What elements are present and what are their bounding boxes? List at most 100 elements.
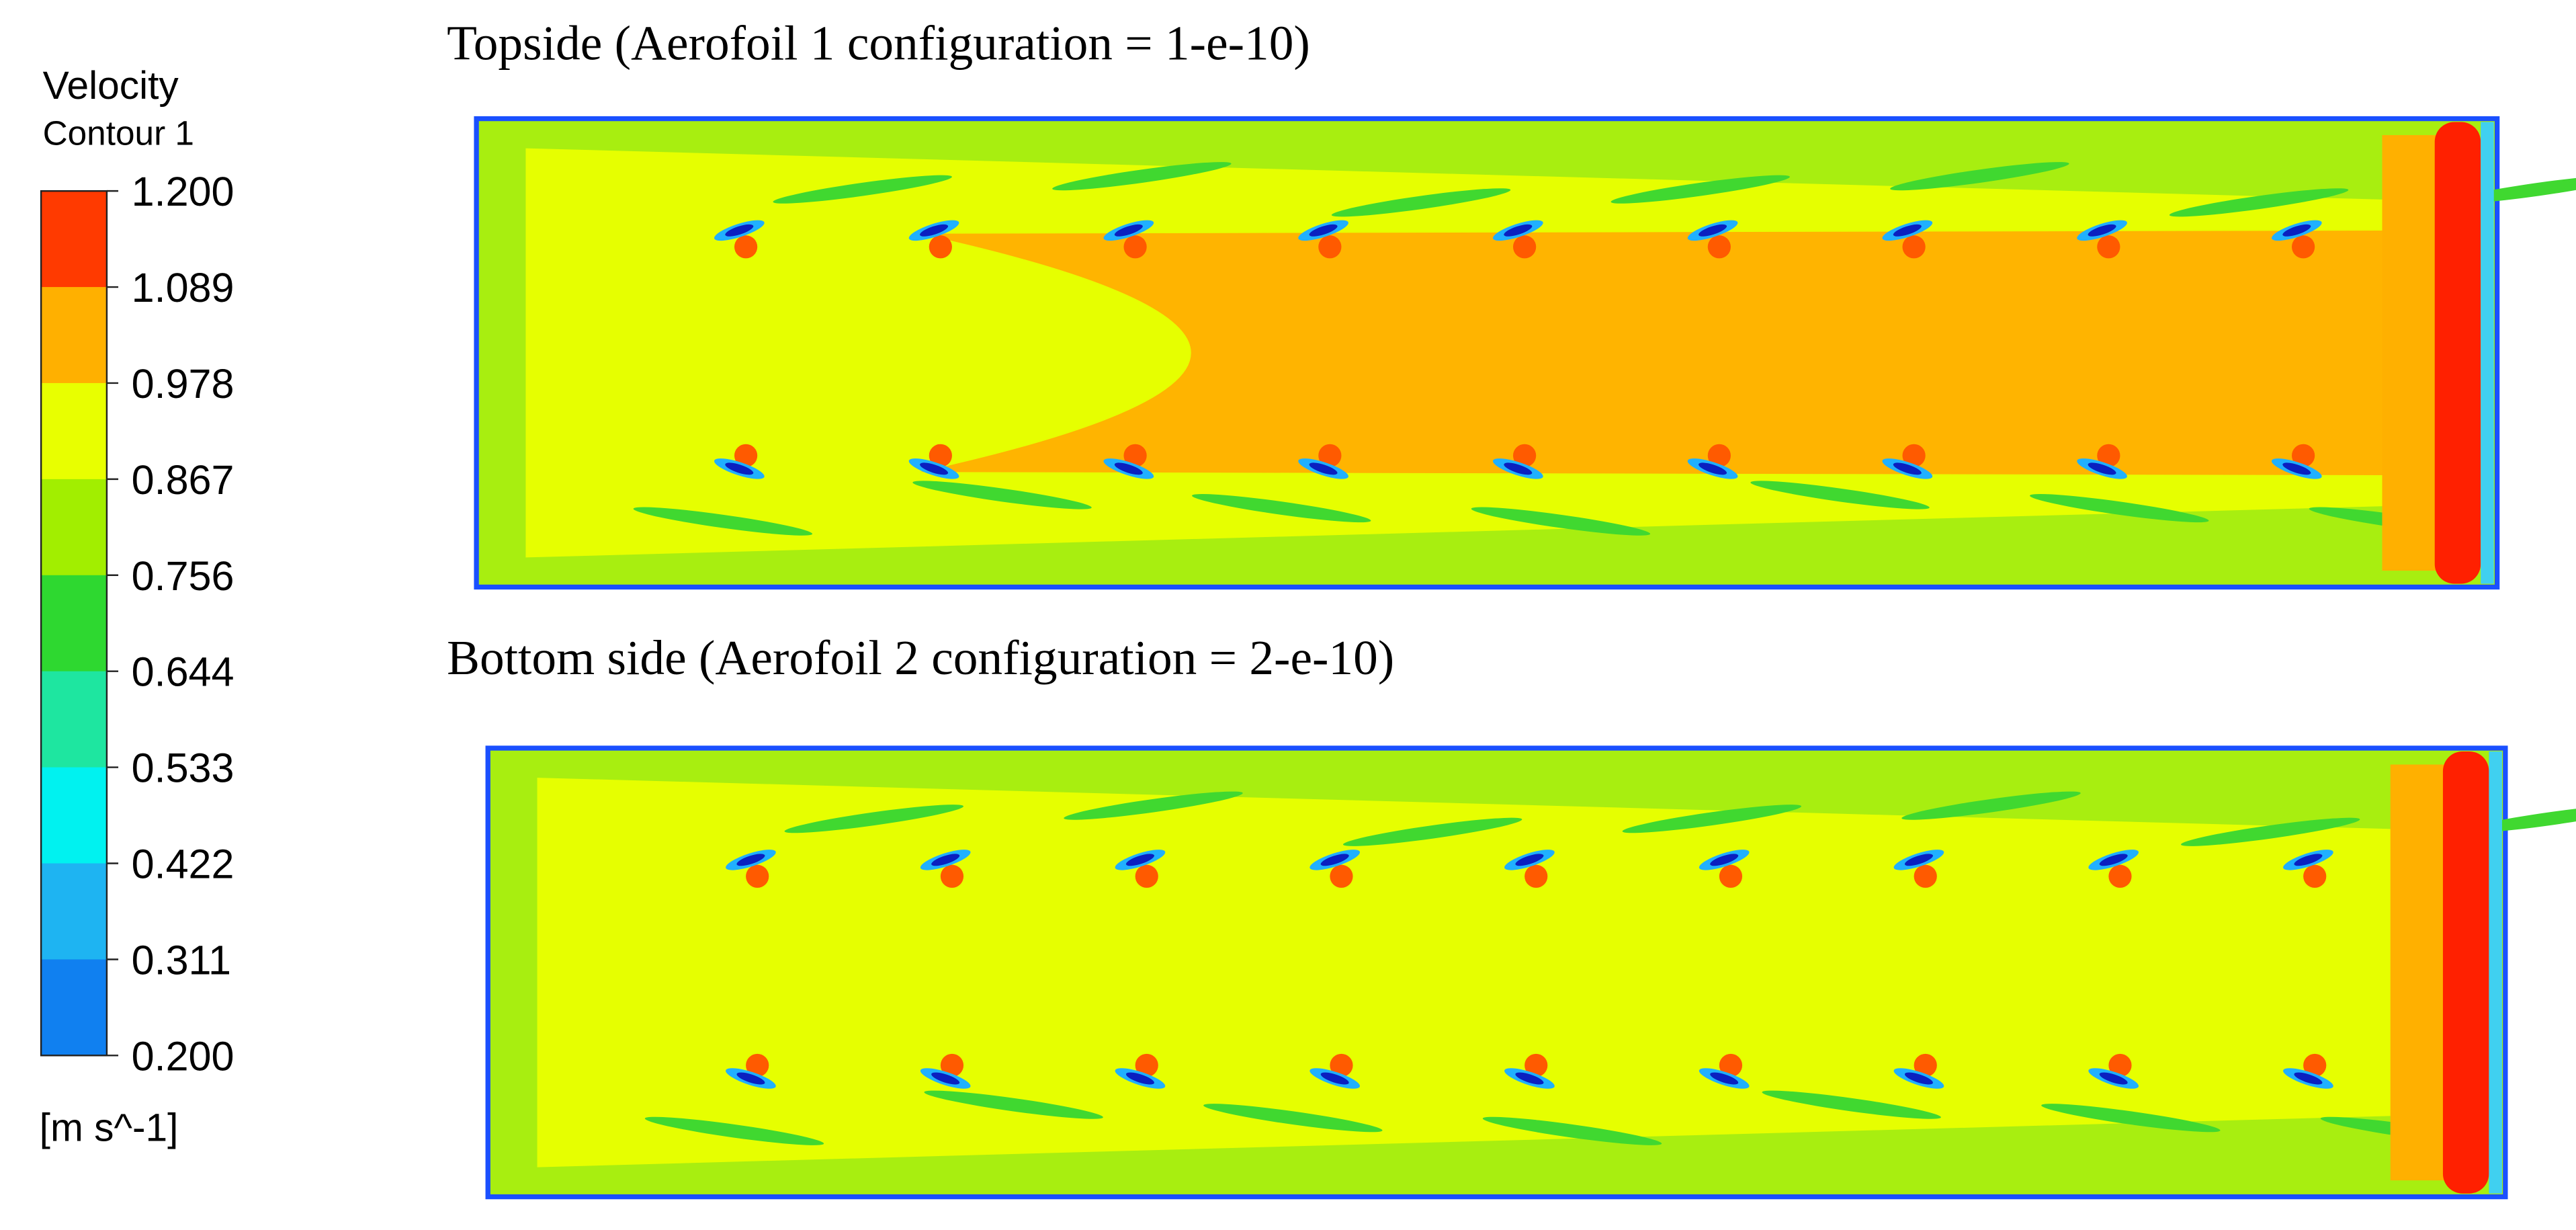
- color-band: [41, 959, 107, 1057]
- wake-streak: [1482, 1116, 1662, 1145]
- aerofoil: [1320, 1072, 1349, 1085]
- wake-streak: [1331, 188, 1511, 217]
- tick-label: 1.200: [132, 169, 234, 214]
- aerofoil: [1504, 224, 1533, 237]
- aerofoil: [2282, 224, 2311, 237]
- outlet-edge: [2481, 122, 2494, 584]
- stagnation: [1707, 444, 1731, 467]
- aerofoil: [1515, 854, 1544, 866]
- aerofoil: [1699, 224, 1727, 237]
- wake-streak: [773, 175, 952, 204]
- tick-label: 0.200: [132, 1033, 234, 1079]
- wake-streak: [1192, 493, 1371, 523]
- wake-streak: [1471, 507, 1651, 536]
- panel-title: Topside (Aerofoil 1 configuration = 1-e-…: [447, 16, 1310, 71]
- aerofoil: [931, 1072, 960, 1085]
- aerofoil: [1904, 1072, 1933, 1085]
- aerofoil: [725, 224, 754, 237]
- aerofoil: [1309, 224, 1338, 237]
- aerofoil: [1320, 854, 1349, 866]
- aerofoil: [736, 1072, 765, 1085]
- color-band: [41, 767, 107, 864]
- color-band: [41, 863, 107, 960]
- aerofoil: [1893, 462, 1922, 475]
- aerofoil: [2099, 854, 2128, 866]
- stagnation: [1525, 864, 1548, 888]
- stagnation: [2108, 1053, 2132, 1077]
- aerofoil: [1699, 462, 1727, 475]
- outlet-orange: [2382, 135, 2440, 571]
- aerofoil: [920, 224, 949, 237]
- wake-streak: [1342, 817, 1522, 846]
- stagnation: [2097, 235, 2120, 259]
- legend-subtitle: Contour 1: [43, 114, 194, 153]
- aerofoil: [2088, 224, 2116, 237]
- stagnation: [746, 1053, 769, 1077]
- aerofoil: [1309, 462, 1338, 475]
- wake-streak: [912, 481, 1092, 509]
- aerofoil: [1504, 462, 1533, 475]
- aerofoil: [2282, 462, 2311, 475]
- stagnation: [1902, 235, 1926, 259]
- stagnation: [2291, 444, 2315, 467]
- color-band: [41, 479, 107, 576]
- aerofoil: [1710, 854, 1739, 866]
- outlet-red: [2434, 122, 2481, 584]
- stagnation: [1914, 864, 1937, 888]
- wake-streak: [784, 805, 964, 833]
- tick-label: 0.422: [132, 841, 234, 887]
- wake-streak: [2169, 188, 2349, 217]
- stagnation: [1123, 444, 1147, 467]
- stagnation: [1135, 1053, 1158, 1077]
- aerofoil: [1114, 462, 1143, 475]
- wake-streak: [2041, 1104, 2221, 1133]
- stagnation: [1902, 444, 1926, 467]
- aerofoil: [1125, 854, 1154, 866]
- wake-streak: [644, 1116, 824, 1145]
- aerofoil: [1904, 854, 1933, 866]
- stagnation: [1525, 1053, 1548, 1077]
- color-band: [41, 287, 107, 384]
- stagnation: [2303, 864, 2327, 888]
- aerofoil: [1893, 224, 1922, 237]
- outlet-orange: [2390, 764, 2448, 1181]
- aerofoil: [2294, 854, 2323, 866]
- aerofoil: [1125, 1072, 1154, 1085]
- outlet-edge: [2489, 751, 2502, 1194]
- colorbar-frame: [40, 190, 108, 1057]
- color-band: [41, 575, 107, 672]
- wake-streak: [1901, 791, 2081, 820]
- wake-streak: [1052, 162, 1232, 191]
- color-band: [41, 191, 107, 288]
- legend-title: Velocity: [43, 64, 179, 108]
- aerofoil: [1515, 1072, 1544, 1085]
- tick-label: 1.089: [132, 265, 234, 311]
- aerofoil: [920, 462, 949, 475]
- colorbar: 1.200 1.089 0.978 0.867 0.756 0.644 0.533 0.422…: [40, 169, 234, 1079]
- stagnation: [1719, 1053, 1743, 1077]
- aerofoil: [1114, 224, 1143, 237]
- flow-region: [537, 778, 2440, 1167]
- stagnation: [1719, 864, 1743, 888]
- color-band: [41, 671, 107, 768]
- stagnation: [2303, 1053, 2327, 1077]
- wake-streak: [2460, 805, 2576, 833]
- wake-streak: [1750, 481, 1930, 509]
- stagnation: [1123, 235, 1147, 259]
- stagnation: [1318, 444, 1342, 467]
- wake-streak: [1762, 1090, 1941, 1119]
- wake-streak: [2030, 493, 2209, 523]
- stagnation: [1914, 1053, 1937, 1077]
- wake-streak: [1064, 791, 1243, 820]
- outlet-red: [2442, 751, 2489, 1194]
- tick-label: 0.867: [132, 457, 234, 503]
- stagnation: [1135, 864, 1158, 888]
- wake-streak: [1890, 162, 2069, 191]
- stagnation: [2291, 235, 2315, 259]
- aerofoil: [736, 854, 765, 866]
- stagnation: [1318, 235, 1342, 259]
- aerofoil: [2088, 462, 2116, 475]
- fast-core: [920, 230, 2432, 476]
